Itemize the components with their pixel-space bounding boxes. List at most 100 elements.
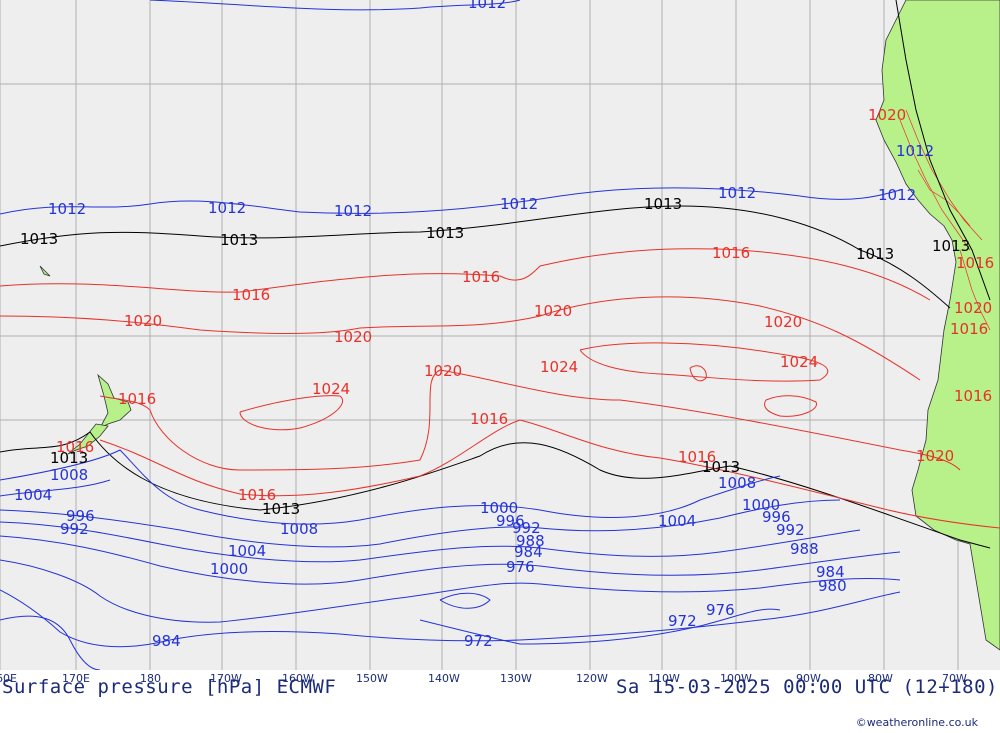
- standard-isobar-1013: [0, 431, 991, 549]
- isobar-label-high: 1020: [916, 447, 954, 465]
- high-pressure-isobar: [764, 395, 817, 417]
- isobar-label-standard: 1013: [702, 458, 740, 476]
- isobar-label-standard: 1013: [644, 195, 682, 213]
- longitude-label: 140W: [428, 672, 460, 685]
- longitude-label: 70W: [942, 672, 967, 685]
- isobar-label-low: 1012: [878, 186, 916, 204]
- isobar-label-high: 1020: [868, 106, 906, 124]
- isobar-label-low: 976: [506, 558, 535, 576]
- isobar-label-low: 1000: [210, 560, 248, 578]
- isobar-label-low: 984: [152, 632, 181, 650]
- low-pressure-isobar: [0, 449, 781, 525]
- low-pressure-isobar: [0, 535, 901, 585]
- isobar-label-high: 1016: [956, 254, 994, 272]
- isobar-label-low: 992: [512, 519, 541, 537]
- isobar-label-low: 984: [514, 543, 543, 561]
- longitude-label: 60E: [0, 672, 17, 685]
- land-new-zealand: [39, 265, 132, 455]
- isobar-label-high: 1016: [954, 387, 992, 405]
- isobar-label-high: 1016: [118, 390, 156, 408]
- low-pressure-isobar: [0, 615, 101, 670]
- isobar-label-low: 1004: [658, 512, 696, 530]
- isobar-label-high: 1016: [470, 410, 508, 428]
- high-pressure-isobar: [99, 419, 1000, 529]
- isobar-label-high: 1016: [712, 244, 750, 262]
- isobar-label-low: 1012: [500, 195, 538, 213]
- longitude-label: 170E: [62, 672, 90, 685]
- pressure-map: 1012 1012 1012 1012 1012 1012 1012 1012 1008 1008…: [0, 0, 1000, 670]
- longitude-label: 160W: [282, 672, 314, 685]
- low-pressure-isobar: [0, 589, 901, 648]
- isobar-label-high: 1020: [124, 312, 162, 330]
- longitude-label: 110W: [648, 672, 680, 685]
- isobar-label-high: 1024: [540, 358, 578, 376]
- isobar-label-standard: 1013: [426, 224, 464, 242]
- longitude-label: 150W: [356, 672, 388, 685]
- isobar-label-low: 976: [706, 601, 735, 619]
- high-pressure-isobar: [579, 342, 829, 382]
- isobar-label-standard: 1013: [220, 231, 258, 249]
- isobar-label-high: 1020: [334, 328, 372, 346]
- isobar-label-low: 996: [496, 512, 525, 530]
- longitude-label: 130W: [500, 672, 532, 685]
- isobar-label-high: 1020: [764, 313, 802, 331]
- isobar-label-high: 1016: [232, 286, 270, 304]
- isobar-label-high: 1020: [954, 299, 992, 317]
- isobar-label-low: 988: [790, 540, 819, 558]
- isobar-label-high: 1016: [678, 448, 716, 466]
- low-pressure-isobar: [0, 499, 841, 548]
- isobar-label-low: 972: [464, 632, 493, 650]
- map-canvas: 1012 1012 1012 1012 1012 1012 1012 1012 1008 1008…: [0, 0, 1000, 670]
- high-pressure-isobar: [689, 365, 707, 382]
- isobar-label-low: 972: [668, 612, 697, 630]
- low-pressure-isobar: [0, 479, 111, 497]
- low-pressure-isobar: [0, 521, 861, 563]
- isobar-label-low: 1008: [280, 520, 318, 538]
- lat-lon-grid: [0, 0, 1000, 670]
- chart-title: Surface pressure [hPa] ECMWF: [2, 676, 337, 698]
- isobar-label-high: 1024: [780, 353, 818, 371]
- isobar-label-low: 1012: [208, 199, 246, 217]
- standard-isobar-1013: [0, 205, 951, 309]
- isobar-label-low: 992: [60, 520, 89, 538]
- isobar-label-low: 1004: [228, 542, 266, 560]
- low-pressure-isobar: [439, 592, 491, 609]
- isobar-label-low: 996: [66, 507, 95, 525]
- isobar-label-low: 992: [776, 521, 805, 539]
- isobar-label-standard: 1013: [856, 245, 894, 263]
- isobar-label-low: 1012: [468, 0, 506, 12]
- high-pressure-isobar: [239, 395, 343, 431]
- isobar-labels: 1012 1012 1012 1012 1012 1012 1012 1012 1008 1008…: [14, 0, 994, 650]
- isobars: [0, 0, 1000, 670]
- credit-link[interactable]: ©weatheronline.co.uk: [855, 716, 978, 729]
- isobar-label-low: 1000: [742, 496, 780, 514]
- isobar-label-high: 1016: [56, 438, 94, 456]
- valid-time: Sa 15-03-2025 00:00 UTC (12+180): [615, 676, 998, 698]
- isobar-label-low: 1004: [14, 486, 52, 504]
- isobar-label-low: 980: [818, 577, 847, 595]
- isobar-label-low: 984: [816, 563, 845, 581]
- isobar-label-low: 1008: [718, 474, 756, 492]
- isobar-label-low: 1012: [48, 200, 86, 218]
- isobar-label-standard: 1013: [262, 500, 300, 518]
- longitude-label: 80W: [868, 672, 893, 685]
- isobar-label-standard: 1013: [50, 449, 88, 467]
- isobar-label-low: 1012: [334, 202, 372, 220]
- low-pressure-isobar: [0, 187, 901, 215]
- longitude-label: 170W: [210, 672, 242, 685]
- low-pressure-isobar: [419, 608, 781, 645]
- longitude-label: 100W: [720, 672, 752, 685]
- isobar-label-high: 1016: [950, 320, 988, 338]
- isobar-label-standard: 1013: [20, 230, 58, 248]
- isobar-label-high: 1020: [534, 302, 572, 320]
- isobar-label-low: 1000: [480, 499, 518, 517]
- low-pressure-isobar: [0, 559, 901, 623]
- isobar-label-high: 1024: [312, 380, 350, 398]
- longitude-label: 120W: [576, 672, 608, 685]
- high-pressure-isobar: [99, 369, 961, 471]
- isobar-label-low: 988: [516, 532, 545, 550]
- standard-isobar-1013: [895, 0, 991, 301]
- isobar-label-low: 1012: [896, 142, 934, 160]
- high-pressure-isobar: [0, 296, 921, 381]
- isobar-label-low: 1012: [718, 184, 756, 202]
